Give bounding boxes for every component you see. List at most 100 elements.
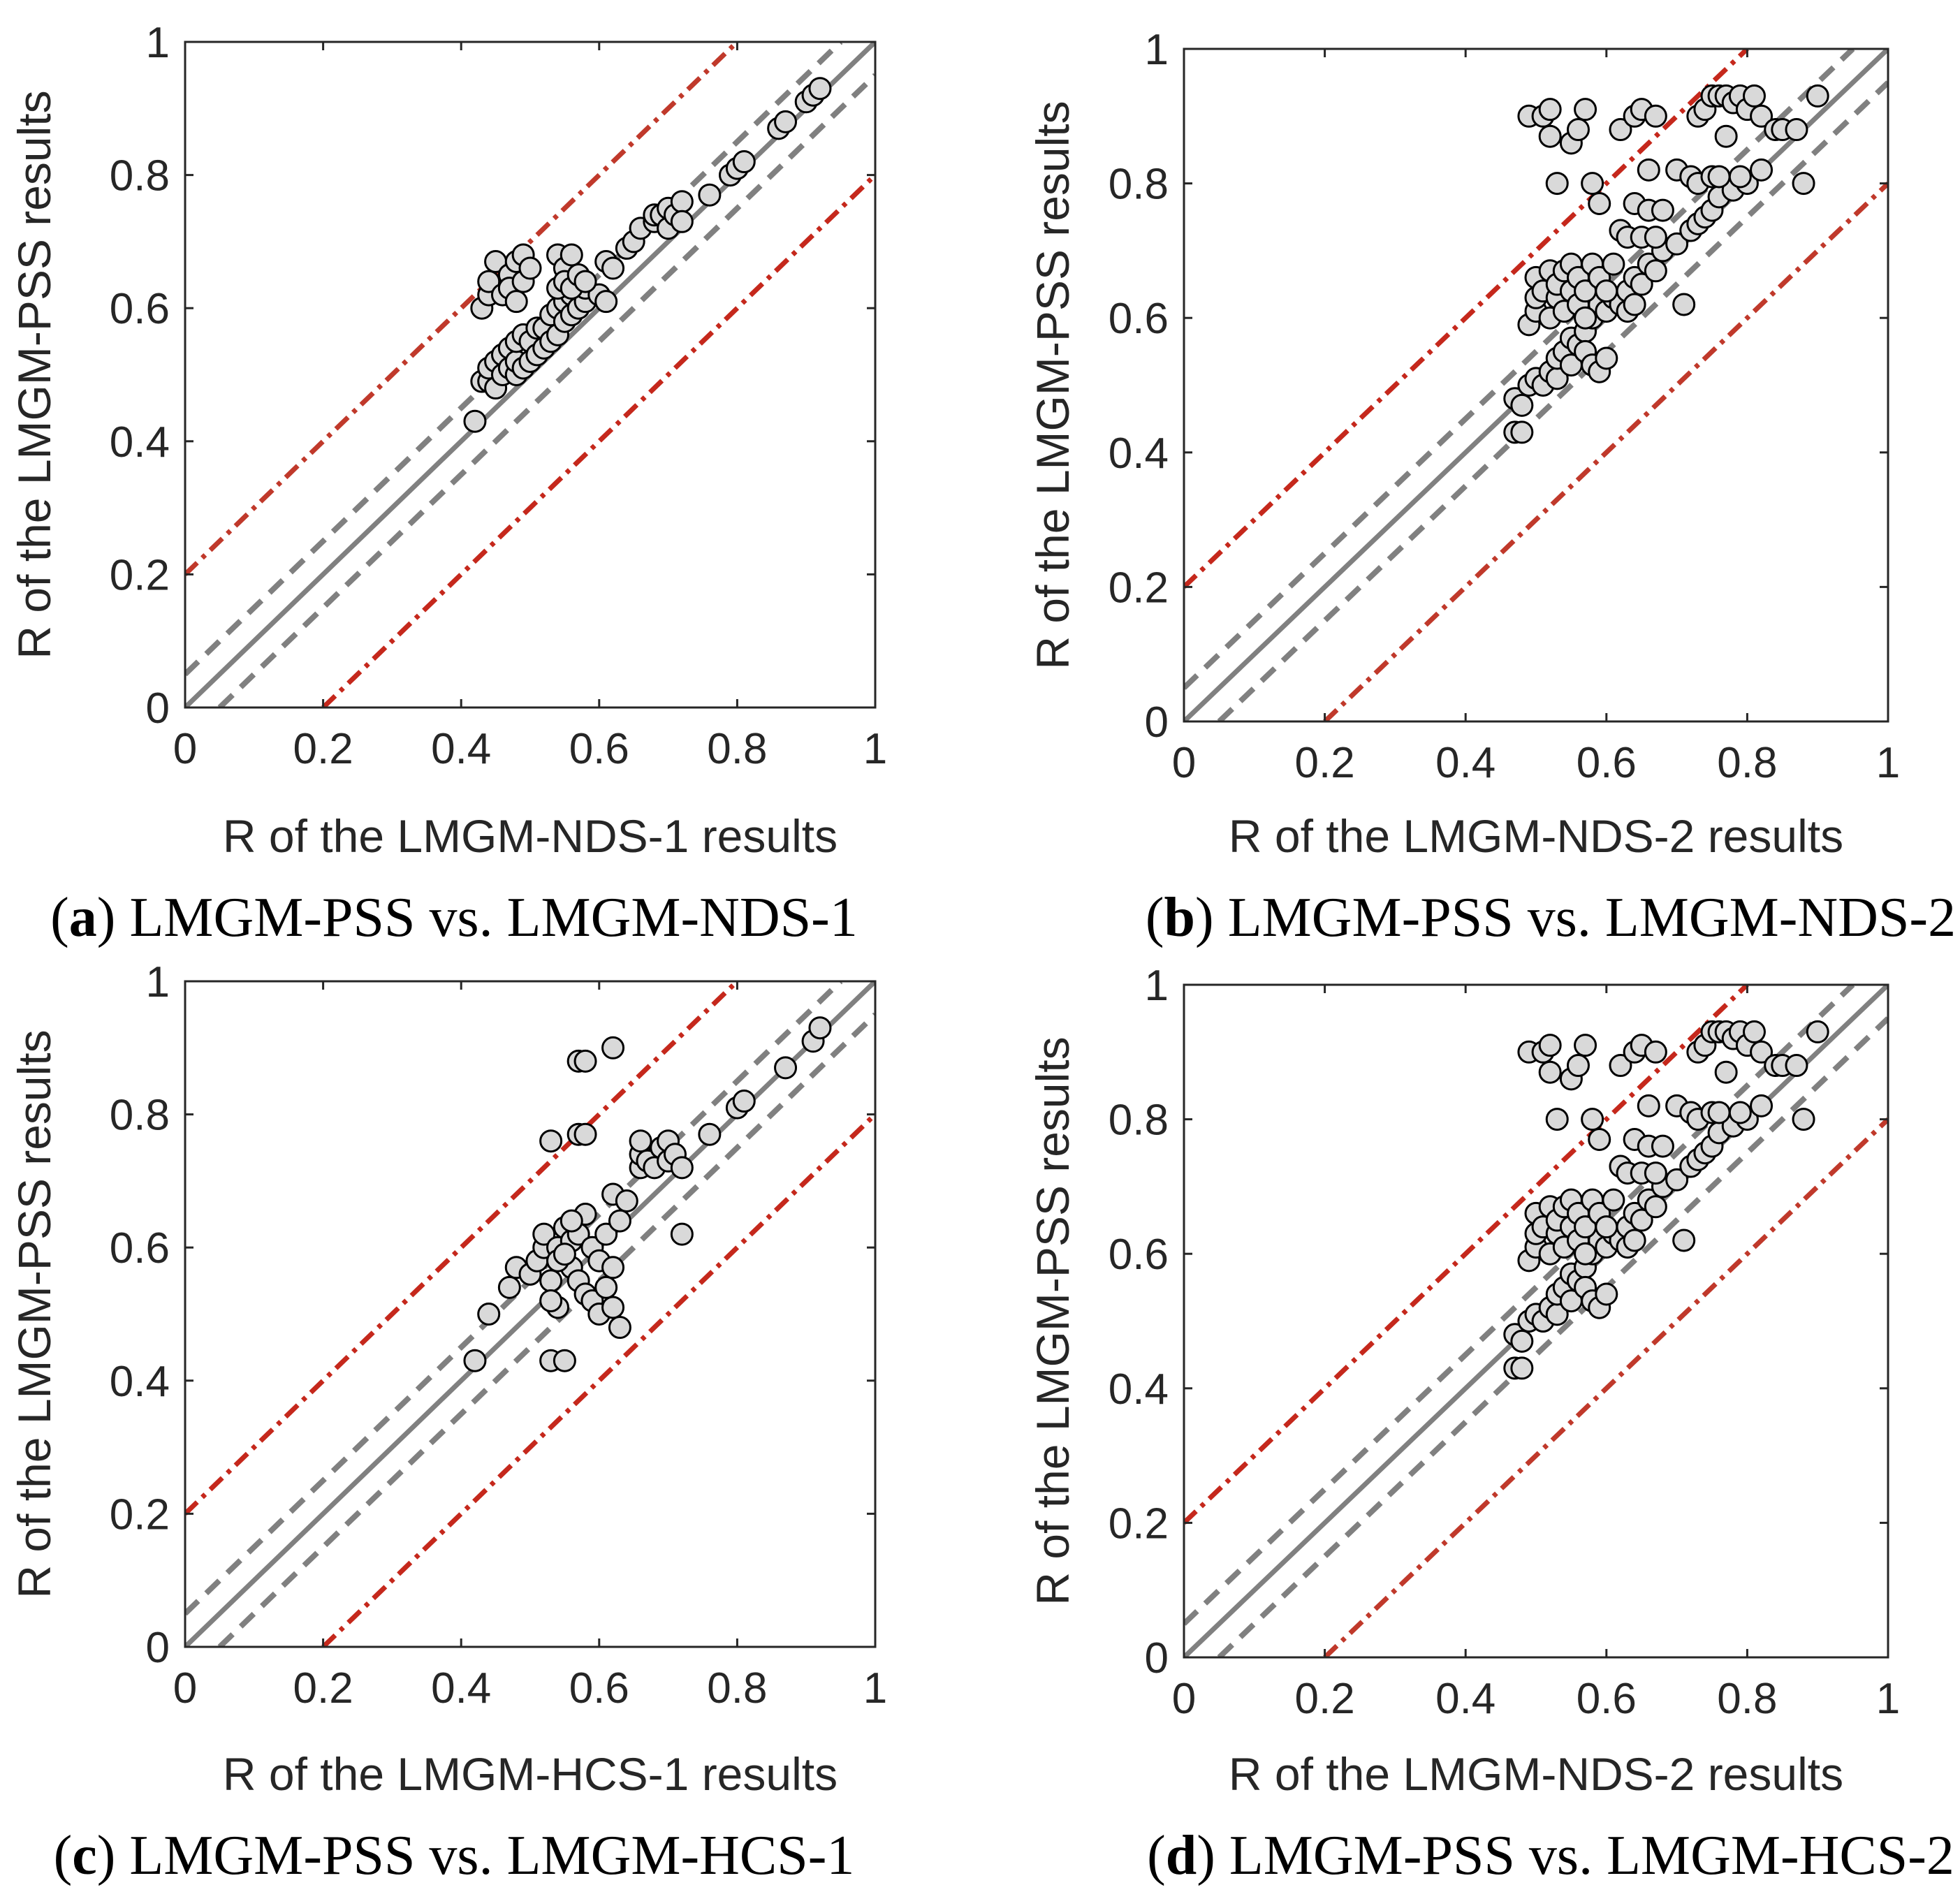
scatter-point <box>698 1122 722 1146</box>
scatter-point <box>1644 1195 1667 1219</box>
scatter-point <box>1644 1040 1667 1064</box>
scatter-point <box>594 1275 618 1299</box>
tolerance-line-lower <box>217 73 875 707</box>
scatter-point <box>1574 1242 1597 1266</box>
x-tick-label: 0.8 <box>707 1664 767 1713</box>
scatter-point <box>670 1222 694 1246</box>
scatter-point <box>1750 158 1773 182</box>
scatter-point <box>594 290 618 314</box>
caption-close-paren: ) <box>97 1825 116 1886</box>
x-tick-label: 0.4 <box>431 1664 491 1713</box>
panel-caption-c: (c) LMGM-PSS vs. LMGM-HCS-1 <box>54 1825 855 1886</box>
caption-close-paren: ) <box>1195 887 1214 948</box>
caption-text: LMGM-PSS vs. LMGM-NDS-2 <box>1214 887 1956 948</box>
panel-c: 0 0.2 0.4 0.6 0.8 1 0 0.2 0.4 0.6 0.8 1 R of the LMG… <box>8 958 887 1886</box>
scatter-point <box>601 256 625 280</box>
y-tick-label: 0.4 <box>1109 1365 1169 1414</box>
panel-caption-b: (b) LMGM-PSS vs. LMGM-NDS-2 <box>1146 887 1956 948</box>
scatter-point <box>1630 1208 1653 1232</box>
y-tick-label: 0.8 <box>1109 161 1169 209</box>
x-tick-label: 0.2 <box>1294 1675 1354 1723</box>
scatter-point <box>1510 1329 1534 1353</box>
scatter-point <box>477 270 501 293</box>
scatter-point <box>1595 1215 1618 1239</box>
x-tick-label: 1 <box>1876 739 1900 787</box>
y-tick-label: 1 <box>1145 26 1169 74</box>
panel-a: 0 0.2 0.4 0.6 0.8 1 0 0.2 0.4 0.6 0.8 1 R of the LMG… <box>8 19 887 948</box>
y-tick-label: 0.2 <box>1109 1500 1169 1548</box>
y-tick-label: 0.2 <box>1109 564 1169 612</box>
scatter-point <box>1707 1101 1731 1124</box>
x-tick-label: 0.6 <box>569 1664 629 1713</box>
axes-box-b <box>1183 47 1889 723</box>
y-axis-label: R of the LMGM-PSS results <box>8 1029 60 1598</box>
scatter-point <box>1510 393 1534 417</box>
scatter-point <box>1602 1188 1625 1212</box>
caption-letter: d <box>1166 1825 1197 1886</box>
scatter-point <box>1623 1229 1646 1252</box>
x-tick-label: 0.2 <box>1294 739 1354 787</box>
x-tick-label: 0 <box>1172 739 1196 787</box>
scatter-point <box>539 1269 563 1293</box>
y-axis-label: R of the LMGM-PSS results <box>1027 1036 1078 1605</box>
band-line-upper <box>1184 49 1749 589</box>
scatter-point <box>629 1129 652 1153</box>
y-tick-label: 0.6 <box>110 285 170 333</box>
scatter-point <box>1538 1060 1562 1084</box>
tolerance-line-lower <box>217 1012 875 1647</box>
scatter-points-d <box>1503 1020 1829 1380</box>
scatter-point <box>1538 1034 1562 1057</box>
scatter-point <box>1595 1282 1618 1306</box>
band-line-lower <box>321 1113 875 1647</box>
scatter-point <box>1637 1094 1660 1117</box>
scatter-points-c <box>463 1016 832 1372</box>
scatter-point <box>698 183 722 207</box>
caption-text: LMGM-PSS vs. LMGM-HCS-2 <box>1215 1825 1954 1886</box>
scatter-point <box>1651 1134 1674 1158</box>
scatter-point <box>477 1303 501 1326</box>
tolerance-line-lower <box>1217 1016 1888 1657</box>
scatter-point <box>1510 420 1534 444</box>
x-tick-label: 0.2 <box>293 1664 353 1713</box>
scatter-point <box>1623 293 1646 316</box>
scatter-point <box>553 1349 576 1372</box>
scatter-point <box>1574 98 1597 122</box>
x-tick-label: 1 <box>863 725 887 773</box>
band-line-lower <box>321 173 875 707</box>
tolerance-line-lower <box>1217 80 1888 721</box>
scatter-point <box>1588 191 1611 215</box>
scatter-point <box>1644 259 1667 283</box>
scatter-point <box>1637 158 1660 182</box>
scatter-point <box>670 1156 694 1180</box>
scatter-point <box>601 1296 625 1319</box>
scatter-point <box>1806 84 1829 108</box>
scatter-point <box>1574 306 1597 330</box>
band-line-lower <box>1323 1117 1888 1657</box>
scatter-point <box>808 77 832 101</box>
y-tick-label: 0.4 <box>110 418 170 467</box>
scatter-point <box>808 1016 832 1040</box>
y-tick-label: 1 <box>1145 962 1169 1010</box>
y-tick-label: 0 <box>1145 1634 1169 1682</box>
scatter-point <box>1545 172 1569 196</box>
caption-close-paren: ) <box>97 887 116 948</box>
scatter-point <box>1566 1054 1590 1078</box>
scatter-point <box>601 1256 625 1280</box>
x-tick-label: 0.6 <box>1577 1675 1637 1723</box>
scatter-point <box>1728 1101 1752 1124</box>
x-axis-label: R of the LMGM-HCS-1 results <box>223 1748 838 1800</box>
scatter-point <box>1581 172 1604 196</box>
scatter-point <box>1750 104 1773 128</box>
scatter-point <box>1574 1034 1597 1057</box>
scatter-point <box>1742 84 1766 108</box>
tolerance-line-upper <box>1184 985 1855 1626</box>
x-axis-label: R of the LMGM-NDS-2 results <box>1229 810 1843 862</box>
scatter-point <box>1630 272 1653 296</box>
scatter-point <box>774 1056 798 1080</box>
scatter-point <box>532 1222 556 1246</box>
scatter-point <box>539 1129 563 1153</box>
y-tick-label: 0.8 <box>110 152 170 200</box>
scatter-point <box>504 290 528 314</box>
scatter-point <box>1538 98 1562 122</box>
